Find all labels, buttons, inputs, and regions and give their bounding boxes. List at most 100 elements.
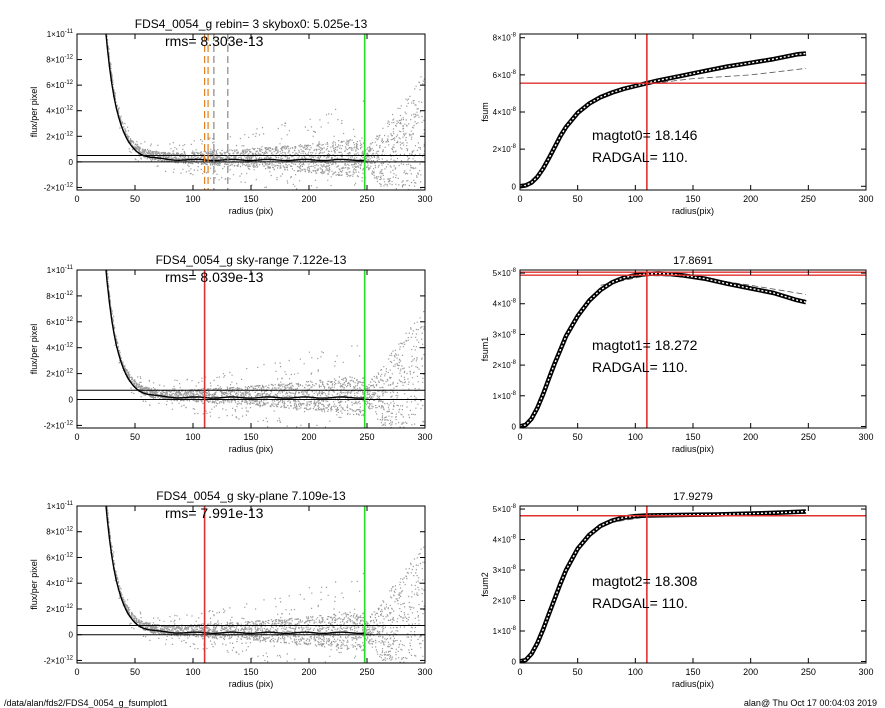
y-axis-label: fsum [480,102,490,122]
x-tick-label: 50 [130,667,140,677]
y-tick-label: 1×10-8 [493,626,517,636]
plot-area [77,270,425,428]
plot-area [520,34,866,190]
x-axis-label: radius(pix) [672,444,714,454]
x-tick-label: 300 [858,667,873,677]
rms-annotation: rms= 8.039e-13 [165,269,264,285]
y-tick-label: 4×10-8 [493,535,517,545]
plot-frame [76,33,426,191]
x-tick-label: 200 [743,194,758,204]
x-tick-label: 200 [743,432,758,442]
x-tick-label: 100 [185,667,200,677]
x-tick-label: 150 [243,667,258,677]
y-tick-label: 6×10-12 [46,317,73,327]
x-tick-label: 0 [517,194,522,204]
x-tick-label: 150 [243,432,258,442]
chart-title: FDS4_0054_g sky-range 7.122e-13 [156,253,347,267]
x-tick-label: 50 [130,432,140,442]
y-tick-label: -2×10-12 [44,182,74,192]
rms-annotation: rms= 8.303e-13 [165,33,264,49]
y-tick-label: 4×10-8 [493,107,517,117]
chart-panel-1: 0 50 100 150 200 250 300-2×10-1202×10-124×10-1… [29,17,433,216]
y-tick-label: 8×10-12 [46,55,73,65]
x-axis-label: radius(pix) [672,206,714,216]
y-tick-label: 6×10-12 [46,80,73,90]
x-axis-label: radius (pix) [229,679,274,689]
chart-title: 17.8691 [673,255,713,267]
x-tick-label: 300 [858,432,873,442]
x-tick-label: 300 [417,667,432,677]
y-tick-label: 3×10-8 [493,329,517,339]
plot-area [77,34,425,190]
chart-title: 17.9279 [673,491,713,503]
x-tick-label: 100 [185,194,200,204]
profile-curve [105,34,365,162]
y-tick-label: 5×10-8 [493,268,517,278]
radgal-annotation: RADGAL= 110. [592,595,688,611]
y-axis-label: flux/per pixel [29,559,39,610]
scatter-points [106,270,425,428]
y-tick-label: 4×10-8 [493,299,517,309]
plot-frame [76,505,426,664]
y-tick-label: 2×10-12 [46,131,73,141]
y-tick-label: 5×10-8 [493,504,517,514]
x-tick-label: 150 [685,194,700,204]
y-tick-label: 3×10-8 [493,565,517,575]
y-axis-label: fsum2 [480,572,490,597]
y-tick-label: 4×10-12 [46,106,73,116]
chart-panel-2: 0 50 100 150 200 250 300-2×10-1202×10-124×10-1… [29,253,433,454]
scatter-points [106,506,425,663]
chart-title: FDS4_0054_g sky-plane 7.109e-13 [156,489,346,503]
x-tick-label: 250 [359,194,374,204]
footer-file-path: /data/alan/fds2/FDS4_0054_g_fsumplot1 [4,698,168,708]
profile-curve [105,270,365,399]
y-tick-label: 1×10-11 [47,29,74,39]
magtot-annotation: magtot2= 18.308 [592,573,698,589]
x-tick-label: 100 [185,432,200,442]
chart-title: FDS4_0054_g rebin= 3 skybox0: 5.025e-13 [135,17,368,31]
profile-curve [105,506,365,634]
y-axis-label: flux/per pixel [29,324,39,375]
x-axis-label: radius (pix) [229,206,274,216]
plot-frame [76,269,426,429]
x-tick-label: 50 [573,194,583,204]
x-tick-label: 50 [573,667,583,677]
x-tick-label: 200 [301,194,316,204]
x-tick-label: 250 [359,432,374,442]
y-tick-label: 2×10-8 [493,596,517,606]
x-tick-label: 0 [74,432,79,442]
radgal-annotation: RADGAL= 110. [592,149,688,165]
x-tick-label: 300 [417,194,432,204]
y-tick-label: 6×10-12 [46,552,73,562]
x-tick-label: 100 [628,667,643,677]
x-tick-label: 100 [628,432,643,442]
rms-annotation: rms= 7.991e-13 [165,505,264,521]
x-tick-label: 250 [801,432,816,442]
x-tick-label: 150 [243,194,258,204]
x-axis-label: radius (pix) [229,444,274,454]
x-tick-label: 0 [74,667,79,677]
x-tick-label: 250 [801,667,816,677]
cumulative-flux-curve [520,52,807,187]
plot-area [77,506,425,663]
x-tick-label: 100 [628,194,643,204]
magtot-annotation: magtot0= 18.146 [592,127,698,143]
y-axis-label: fsum1 [480,337,490,362]
x-tick-label: 0 [74,194,79,204]
chart-panel-5: 0 50 100 150 200 250 300 0 1×10-8 2×10-8 3×10-8 4×1… [480,255,874,454]
y-tick-label: 2×10-12 [46,369,73,379]
y-tick-label: 2×10-12 [46,604,73,614]
cumulative-flux-curve [520,510,807,663]
y-axis-label: flux/per pixel [29,87,39,138]
y-tick-label: 0 [69,158,74,167]
x-axis-label: radius(pix) [672,679,714,689]
x-tick-label: 300 [858,194,873,204]
y-tick-label: 0 [512,657,517,666]
y-tick-label: 1×10-11 [47,501,74,511]
plot-frame [519,33,867,191]
y-tick-label: 8×10-12 [46,527,73,537]
y-tick-label: 0 [512,422,517,431]
x-tick-label: 0 [517,432,522,442]
x-tick-label: 200 [743,667,758,677]
y-tick-label: 4×10-12 [46,578,73,588]
